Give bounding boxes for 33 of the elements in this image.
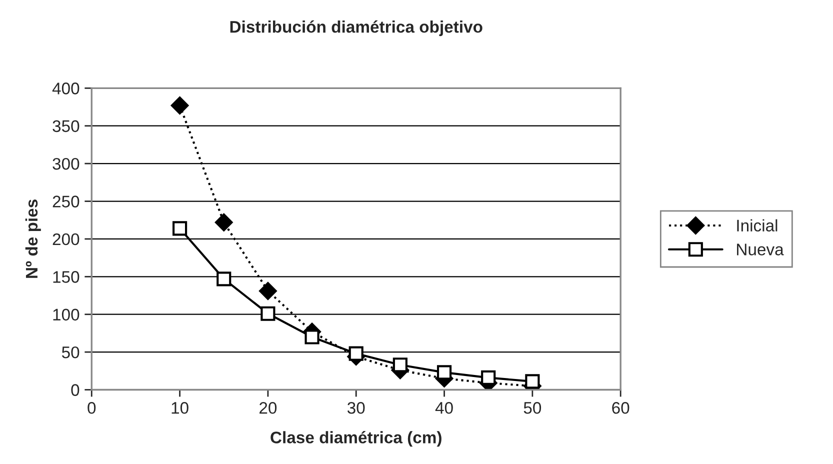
y-tick-label: 250 <box>52 196 80 208</box>
x-tick-label: 40 <box>435 402 453 414</box>
point <box>170 96 189 114</box>
point <box>260 306 276 321</box>
x-tick-label: 0 <box>88 402 96 414</box>
x-tick-label: 30 <box>347 402 365 414</box>
y-axis-title: Nº de pies <box>25 200 41 278</box>
x-axis-title: Clase diamétrica (cm) <box>270 430 442 447</box>
legend-label: Nueva <box>737 244 784 256</box>
x-tick-label: 20 <box>260 402 277 414</box>
y-tick-label: 0 <box>71 384 80 396</box>
y-tick-label: 350 <box>52 120 80 132</box>
point <box>304 330 320 344</box>
point <box>392 358 408 372</box>
x-tick-label: 10 <box>172 402 188 414</box>
point <box>436 365 452 380</box>
point <box>348 346 364 361</box>
point <box>481 370 496 385</box>
y-tick-label: 300 <box>52 158 80 170</box>
point <box>259 282 277 300</box>
y-tick-label: 200 <box>52 233 80 246</box>
x-tick-label: 60 <box>612 402 630 414</box>
y-tick-label: 50 <box>62 346 80 358</box>
legend-label: Inicial <box>737 219 778 232</box>
y-tick-label: 400 <box>52 82 80 94</box>
point <box>172 221 188 236</box>
point <box>525 374 540 389</box>
point <box>214 213 233 232</box>
x-tick-label: 50 <box>524 402 542 414</box>
y-tick-label: 100 <box>53 308 80 321</box>
point <box>216 272 232 286</box>
chart-title: Distribución diamétrica objetivo <box>230 20 482 36</box>
y-tick-label: 150 <box>53 271 80 283</box>
